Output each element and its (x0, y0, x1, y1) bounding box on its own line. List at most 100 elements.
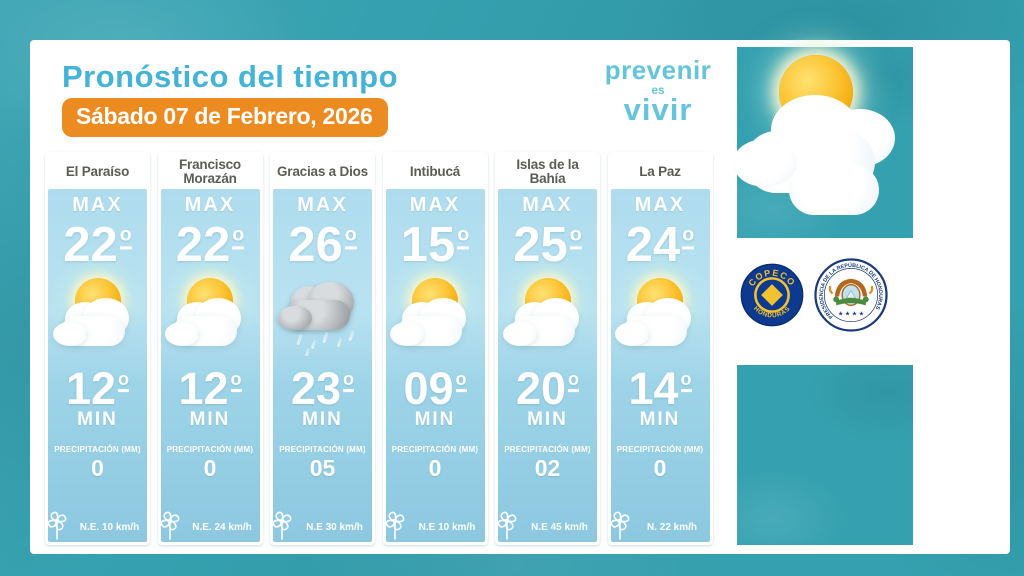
forecast-column: Francisco Morazán MAX 22 o 12 o MIN PRECIP… (157, 152, 263, 545)
min-label: MIN (639, 408, 681, 430)
raindrop-icon (336, 337, 342, 347)
sun-cloud-weather-icon (51, 276, 145, 360)
min-label: MIN (414, 408, 456, 430)
raindrop-icon (295, 333, 302, 345)
max-temperature: 24 o (625, 218, 695, 272)
min-temperature: 09 o (403, 362, 467, 414)
forecast-columns: El Paraíso MAX 22 o 12 o MIN PRECIPITACIÓN… (45, 152, 713, 545)
degree-symbol: o (232, 225, 245, 250)
degree-symbol: o (344, 225, 357, 250)
wind-row: N.E 30 km/h (272, 511, 372, 540)
wind-speed: N.E 10 km/h (418, 522, 476, 533)
pinwheel-icon (269, 510, 295, 540)
min-label: MIN (302, 408, 343, 430)
max-label: MAX (634, 194, 686, 216)
wind-speed: N.E. 24 km/h (192, 522, 252, 533)
cloud-icon (390, 321, 424, 346)
wind-row: N.E. 10 km/h (47, 511, 147, 540)
raindrop-icon (310, 339, 316, 349)
cloud-icon (52, 321, 87, 346)
degree-symbol: o (569, 225, 582, 250)
min-label: MIN (189, 408, 231, 430)
brand-line2: es (651, 83, 665, 97)
max-temperature: 22 o (175, 218, 245, 272)
wind-speed: N.E. 10 km/h (79, 522, 140, 533)
degree-symbol: o (568, 370, 580, 392)
wind-speed: N.E 30 km/h (306, 522, 363, 533)
min-label: MIN (77, 408, 118, 430)
department-name: Intibucá (409, 164, 461, 180)
degree-symbol: o (119, 225, 132, 250)
cloud-icon (615, 321, 649, 346)
brand-line3: vivir (623, 92, 693, 127)
rain-cloud-weather-icon (276, 276, 370, 360)
sun-cloud-weather-icon (163, 276, 257, 360)
precipitation-value: 0 (203, 454, 217, 481)
forecast-column: El Paraíso MAX 22 o 12 o MIN PRECIPITACIÓN… (45, 152, 150, 545)
min-temperature: 20 o (515, 362, 580, 414)
pinwheel-icon (44, 510, 70, 540)
pinwheel-icon (382, 510, 408, 540)
department-name: Francisco Morazán (179, 157, 241, 186)
degree-symbol: o (230, 370, 242, 392)
precipitation-value: 0 (428, 454, 442, 481)
min-temperature: 12 o (178, 362, 242, 414)
department-name: Islas de la Bahía (516, 157, 579, 186)
degree-symbol: o (682, 225, 695, 250)
max-label: MAX (522, 194, 573, 216)
presidencia-seal: PRESIDENCIA DE LA REPÚBLICA DE HONDURAS … (814, 258, 888, 332)
institution-seals: COPECO HONDURAS PRESIDENCIA DE LA REPÚBL… (740, 252, 920, 338)
forecast-column: Islas de la Bahía MAX 25 o 20 o MIN PRECIP… (495, 152, 600, 545)
bottom-teal-panel (737, 365, 913, 545)
precipitation-value: 0 (653, 454, 667, 481)
forecast-column: Intibucá MAX 15 o 09 o MIN PRECIPITACIÓN (… (382, 152, 488, 545)
pinwheel-icon (157, 510, 183, 540)
min-label: MIN (527, 408, 568, 430)
max-label: MAX (72, 194, 123, 216)
wind-speed: N. 22 km/h (646, 522, 698, 533)
forecast-card: Pronóstico del tiempo Sábado 07 de Febre… (30, 40, 1010, 554)
rain-cloud-icon (277, 305, 312, 330)
precipitation-label: PRECIPITACIÓN (MM) (504, 444, 591, 454)
raindrop-icon (304, 347, 310, 356)
precipitation-label: PRECIPITACIÓN (MM) (616, 444, 704, 454)
sun-cloud-weather-icon (388, 276, 482, 360)
cloud-icon (502, 321, 537, 346)
min-temperature: 12 o (65, 362, 130, 414)
precipitation-label: PRECIPITACIÓN (MM) (54, 444, 141, 454)
precipitation-label: PRECIPITACIÓN (MM) (166, 444, 254, 454)
max-temperature: 26 o (288, 218, 357, 272)
precipitation-label: PRECIPITACIÓN (MM) (391, 444, 479, 454)
precipitation-value: 02 (534, 454, 561, 481)
pinwheel-icon (607, 510, 633, 540)
degree-symbol: o (680, 370, 692, 392)
max-temperature: 15 o (400, 218, 470, 272)
department-name: La Paz (639, 164, 681, 180)
raindrop-icon (347, 329, 354, 341)
copeco-seal: COPECO HONDURAS (740, 263, 804, 327)
date-badge: Sábado 07 de Febrero, 2026 (62, 98, 389, 137)
wind-row: N.E 10 km/h (385, 511, 485, 540)
prevenir-es-vivir-logo: prevenir es vivir (593, 57, 723, 125)
wind-row: N.E 45 km/h (497, 511, 597, 540)
sun-cloud-weather-icon (501, 276, 595, 360)
max-temperature: 25 o (513, 218, 582, 272)
hero-teal-panel (737, 47, 913, 238)
degree-symbol: o (457, 225, 470, 250)
pinwheel-icon (494, 510, 520, 540)
precipitation-label: PRECIPITACIÓN (MM) (279, 444, 366, 454)
cloud-icon (165, 321, 199, 346)
page-title: Pronóstico del tiempo (62, 59, 399, 94)
precipitation-value: 0 (91, 454, 104, 481)
department-name: Gracias a Dios (276, 164, 368, 180)
svg-text:★ ★ ★ ★: ★ ★ ★ ★ (838, 311, 864, 318)
degree-symbol: o (455, 370, 467, 392)
degree-symbol: o (343, 370, 355, 392)
wind-row: N. 22 km/h (610, 511, 710, 540)
max-temperature: 22 o (63, 218, 132, 272)
sun-cloud-weather-icon (613, 276, 707, 360)
max-label: MAX (184, 194, 236, 216)
min-temperature: 14 o (628, 362, 692, 414)
department-name: El Paraíso (65, 164, 130, 180)
forecast-column: La Paz MAX 24 o 14 o MIN PRECIPITACIÓN (MM… (607, 152, 713, 545)
